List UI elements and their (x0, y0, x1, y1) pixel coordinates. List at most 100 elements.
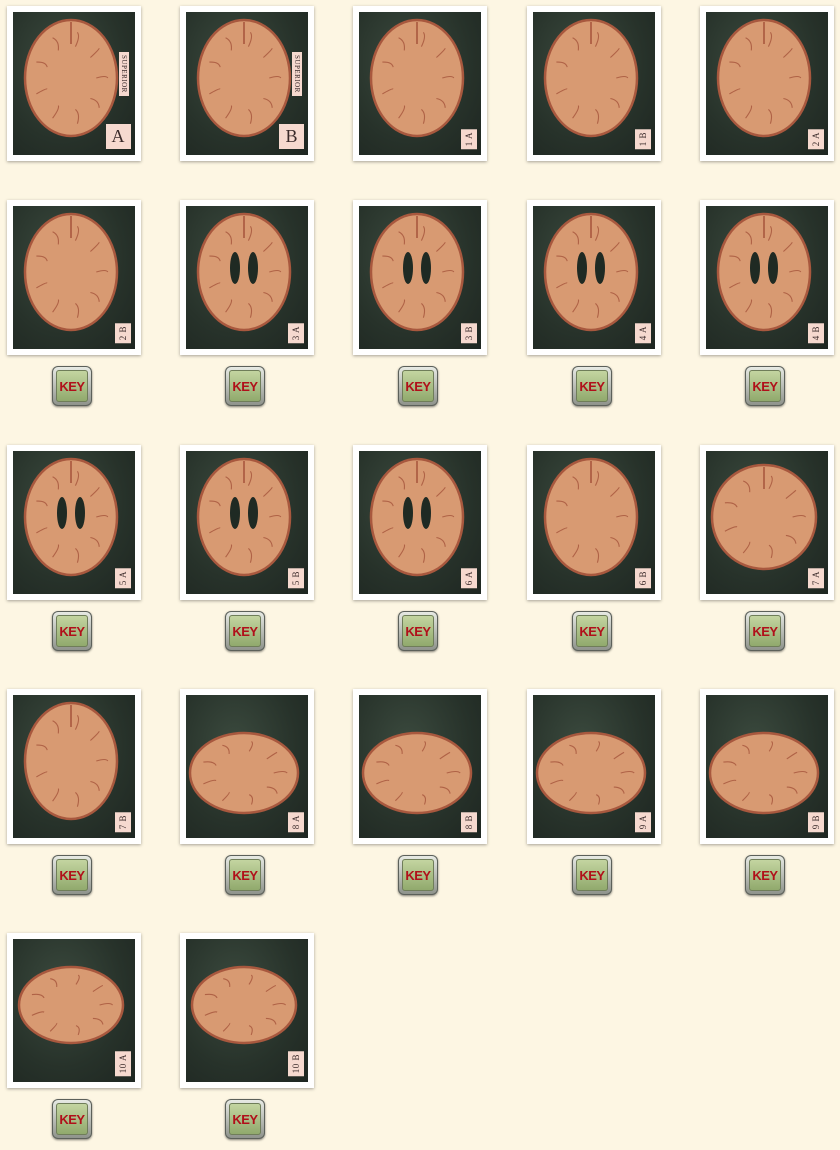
slice-label: 4 A (635, 322, 651, 343)
brain-slice-photo: 8 A (186, 695, 308, 838)
slice-label: 4 B (808, 322, 824, 343)
brain-slice-photo: 5 B (186, 451, 308, 594)
key-button[interactable]: KEY (225, 1099, 265, 1139)
key-button[interactable]: KEY (225, 366, 265, 406)
brain-slice-thumbnail[interactable]: 4 A (527, 200, 661, 355)
key-button[interactable]: KEY (52, 611, 92, 651)
brain-slice-thumbnail[interactable]: 2 A (700, 6, 834, 161)
brain-slice-thumbnail[interactable]: 4 B (700, 200, 834, 355)
key-button[interactable]: KEY (52, 855, 92, 895)
key-button-label: KEY (229, 370, 261, 402)
brain-slice-image (543, 18, 639, 138)
slice-label: 10 A (115, 1050, 131, 1076)
key-button-label: KEY (749, 859, 781, 891)
slice-label: 2 B (115, 322, 131, 343)
key-button-label: KEY (749, 615, 781, 647)
superior-tag: SUPERIOR (119, 52, 129, 96)
slice-label: 9 A (635, 811, 651, 832)
slice-label: B (279, 124, 304, 149)
key-button-label: KEY (229, 1103, 261, 1135)
brain-slice-photo: 3 A (186, 206, 308, 349)
brain-slice-photo: 2 B (13, 206, 135, 349)
brain-slice-thumbnail[interactable]: 7 A (700, 445, 834, 600)
brain-slice-thumbnail[interactable]: 5 A (7, 445, 141, 600)
slice-label: 10 B (288, 1050, 304, 1076)
slice-label: 5 B (288, 567, 304, 588)
brain-slice-thumbnail[interactable]: 10 A (7, 933, 141, 1088)
slice-label: 3 B (461, 322, 477, 343)
brain-slice-thumbnail[interactable]: SUPERIOR A (7, 6, 141, 161)
brain-slice-image (23, 212, 119, 332)
brain-slice-image (710, 463, 818, 571)
brain-slice-thumbnail[interactable]: 8 A (180, 689, 314, 844)
brain-slice-thumbnail[interactable]: 6 A (353, 445, 487, 600)
key-button-label: KEY (576, 859, 608, 891)
slice-label: 7 A (808, 567, 824, 588)
brain-slice-thumbnail[interactable]: 10 B (180, 933, 314, 1088)
brain-slice-image (543, 212, 639, 332)
brain-slice-photo: 1 B (533, 12, 655, 155)
key-button-label: KEY (402, 859, 434, 891)
brain-slice-thumbnail[interactable]: 3 A (180, 200, 314, 355)
key-button[interactable]: KEY (398, 366, 438, 406)
key-button[interactable]: KEY (398, 855, 438, 895)
key-button-label: KEY (576, 615, 608, 647)
key-button-label: KEY (56, 370, 88, 402)
brain-slice-image (196, 18, 292, 138)
slice-label: A (105, 124, 131, 149)
key-button-label: KEY (749, 370, 781, 402)
key-button[interactable]: KEY (745, 611, 785, 651)
brain-slice-thumbnail[interactable]: 9 B (700, 689, 834, 844)
key-button[interactable]: KEY (52, 366, 92, 406)
brain-slice-image (196, 457, 292, 577)
brain-slice-image (188, 731, 300, 815)
brain-slice-thumbnail[interactable]: 3 B (353, 200, 487, 355)
brain-slice-photo: 4 B (706, 206, 828, 349)
key-button-label: KEY (56, 615, 88, 647)
brain-slice-thumbnail[interactable]: 1 A (353, 6, 487, 161)
key-button[interactable]: KEY (398, 611, 438, 651)
brain-slice-thumbnail[interactable]: 2 B (7, 200, 141, 355)
brain-slice-photo: 10 B (186, 939, 308, 1082)
brain-slice-photo: 5 A (13, 451, 135, 594)
key-button[interactable]: KEY (52, 1099, 92, 1139)
key-button[interactable]: KEY (225, 855, 265, 895)
superior-tag: SUPERIOR (292, 52, 302, 96)
brain-slice-thumbnail[interactable]: 7 B (7, 689, 141, 844)
brain-slice-photo: 1 A (359, 12, 481, 155)
slice-label: 1 B (635, 128, 651, 149)
key-button[interactable]: KEY (572, 611, 612, 651)
slice-label: 3 A (288, 322, 304, 343)
slice-label: 7 B (115, 811, 131, 832)
slice-label: 9 B (808, 811, 824, 832)
key-button[interactable]: KEY (745, 855, 785, 895)
key-button[interactable]: KEY (225, 611, 265, 651)
brain-slice-image (23, 701, 119, 821)
brain-slice-thumbnail[interactable]: 9 A (527, 689, 661, 844)
brain-slice-photo: 7 B (13, 695, 135, 838)
brain-slice-thumbnail[interactable]: 8 B (353, 689, 487, 844)
key-button[interactable]: KEY (572, 366, 612, 406)
key-button-label: KEY (56, 1103, 88, 1135)
slice-label: 6 A (461, 567, 477, 588)
key-button[interactable]: KEY (745, 366, 785, 406)
brain-slice-thumbnail[interactable]: 1 B (527, 6, 661, 161)
brain-slice-image (716, 212, 812, 332)
brain-slice-photo: 10 A (13, 939, 135, 1082)
slice-label: 5 A (115, 567, 131, 588)
brain-slice-image (535, 731, 647, 815)
key-button-label: KEY (229, 859, 261, 891)
key-button-label: KEY (576, 370, 608, 402)
brain-slice-image (196, 212, 292, 332)
brain-slice-thumbnail[interactable]: SUPERIOR B (180, 6, 314, 161)
key-button-label: KEY (229, 615, 261, 647)
slice-label: 6 B (635, 567, 651, 588)
brain-slice-image (23, 457, 119, 577)
brain-slice-photo: SUPERIOR A (13, 12, 135, 155)
brain-slice-image (369, 18, 465, 138)
key-button[interactable]: KEY (572, 855, 612, 895)
brain-slice-thumbnail[interactable]: 5 B (180, 445, 314, 600)
brain-slice-thumbnail[interactable]: 6 B (527, 445, 661, 600)
brain-slice-photo: SUPERIOR B (186, 12, 308, 155)
